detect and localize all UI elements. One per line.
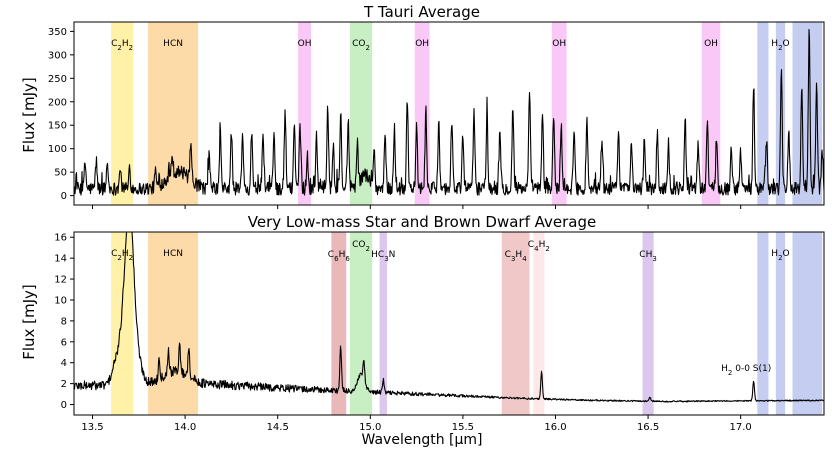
band-hcn bbox=[148, 232, 199, 415]
band-h2o-extra bbox=[792, 232, 823, 415]
x-tick-label: 15.0 bbox=[359, 422, 381, 433]
band-hcn bbox=[148, 22, 199, 205]
y-tick-label: 2 bbox=[61, 379, 67, 390]
band-label: C6H6 bbox=[328, 250, 351, 263]
y-tick-label: 100 bbox=[48, 144, 67, 155]
band-label-group: C2H2 HCN OH CO2 OH OH OH H2O bbox=[111, 39, 790, 52]
y-axis-label: Flux [mJy] bbox=[20, 284, 38, 360]
band-label: OH bbox=[552, 39, 566, 49]
band-c3h4 bbox=[501, 232, 530, 415]
band-ch3 bbox=[642, 232, 654, 415]
line-annotation: H2 0-0 S(1) bbox=[721, 364, 771, 377]
y-tick-label: 0 bbox=[61, 400, 67, 411]
band-label: CO2 bbox=[352, 240, 370, 253]
band-c4h2 bbox=[533, 232, 545, 415]
band-co2 bbox=[349, 22, 373, 205]
t-tauri-panel: T Tauri Average Flux [mJy] C2H2 HCN OH CO2 O… bbox=[20, 3, 825, 209]
x-tick-label: 16.0 bbox=[544, 422, 566, 433]
band-group bbox=[111, 232, 823, 415]
band-hc3n bbox=[379, 232, 387, 415]
band-label: H2O bbox=[771, 249, 789, 262]
band-oh bbox=[551, 22, 567, 205]
x-tick-label: 14.5 bbox=[267, 422, 289, 433]
band-oh bbox=[298, 22, 312, 205]
y-tick-group: 0 50 100 150 200 250 300 350 bbox=[48, 27, 74, 202]
band-oh bbox=[414, 22, 430, 205]
band-label: CO2 bbox=[352, 39, 370, 52]
band-co2 bbox=[349, 232, 373, 415]
band-label: H2O bbox=[771, 39, 789, 52]
band-h2o-extra bbox=[757, 232, 769, 415]
x-tick-label: 15.5 bbox=[452, 422, 474, 433]
band-label: OH bbox=[704, 39, 718, 49]
y-axis-label: Flux [mJy] bbox=[20, 77, 38, 153]
band-label: HC3N bbox=[371, 250, 395, 263]
band-label: OH bbox=[415, 39, 429, 49]
band-label: HCN bbox=[163, 39, 183, 49]
band-c2h2 bbox=[111, 232, 134, 415]
y-tick-group: 0 2 4 6 8 10 12 14 16 bbox=[54, 233, 74, 411]
y-tick-label: 4 bbox=[61, 358, 67, 369]
band-c6h6 bbox=[331, 232, 347, 415]
panel-title: Very Low-mass Star and Brown Dwarf Avera… bbox=[248, 213, 596, 231]
axes-frame bbox=[73, 21, 825, 206]
band-label: HCN bbox=[163, 249, 183, 259]
band-c2h2 bbox=[111, 22, 134, 205]
panel-title: T Tauri Average bbox=[363, 3, 480, 21]
band-label: C3H4 bbox=[505, 250, 528, 263]
spectrum-line bbox=[73, 231, 825, 403]
band-h2o-extra bbox=[757, 22, 769, 205]
y-tick-label: 150 bbox=[48, 121, 67, 132]
y-tick-label: 10 bbox=[54, 295, 67, 306]
x-tick-group bbox=[92, 205, 742, 209]
band-h2o bbox=[775, 232, 786, 415]
band-label: CH3 bbox=[639, 250, 657, 263]
axes-frame bbox=[73, 231, 825, 416]
y-tick-label: 350 bbox=[48, 27, 67, 38]
x-tick-label: 17.0 bbox=[730, 422, 752, 433]
y-tick-label: 14 bbox=[54, 254, 67, 265]
y-tick-label: 16 bbox=[54, 233, 67, 244]
annotation-group: H2 0-0 S(1) bbox=[721, 364, 771, 377]
x-axis-label: Wavelength [μm] bbox=[362, 432, 483, 448]
x-tick-label: 13.5 bbox=[81, 422, 103, 433]
y-tick-label: 12 bbox=[54, 275, 67, 286]
y-tick-label: 200 bbox=[48, 97, 67, 108]
band-label: C2H2 bbox=[111, 39, 133, 52]
y-tick-label: 6 bbox=[61, 337, 67, 348]
spectrum-line bbox=[73, 29, 825, 196]
y-tick-label: 50 bbox=[54, 168, 67, 179]
x-tick-group: 13.5 14.0 14.5 15.0 15.5 16.0 16.5 17.0 bbox=[81, 415, 752, 433]
x-tick-label: 16.5 bbox=[637, 422, 659, 433]
y-tick-label: 300 bbox=[48, 50, 67, 61]
y-tick-label: 8 bbox=[61, 316, 67, 327]
y-tick-label: 250 bbox=[48, 74, 67, 85]
band-label: C4H2 bbox=[528, 240, 550, 253]
brown-dwarf-panel: Very Low-mass Star and Brown Dwarf Avera… bbox=[20, 213, 825, 448]
x-tick-label: 14.0 bbox=[174, 422, 196, 433]
y-tick-label: 0 bbox=[61, 191, 67, 202]
band-label: OH bbox=[298, 39, 312, 49]
